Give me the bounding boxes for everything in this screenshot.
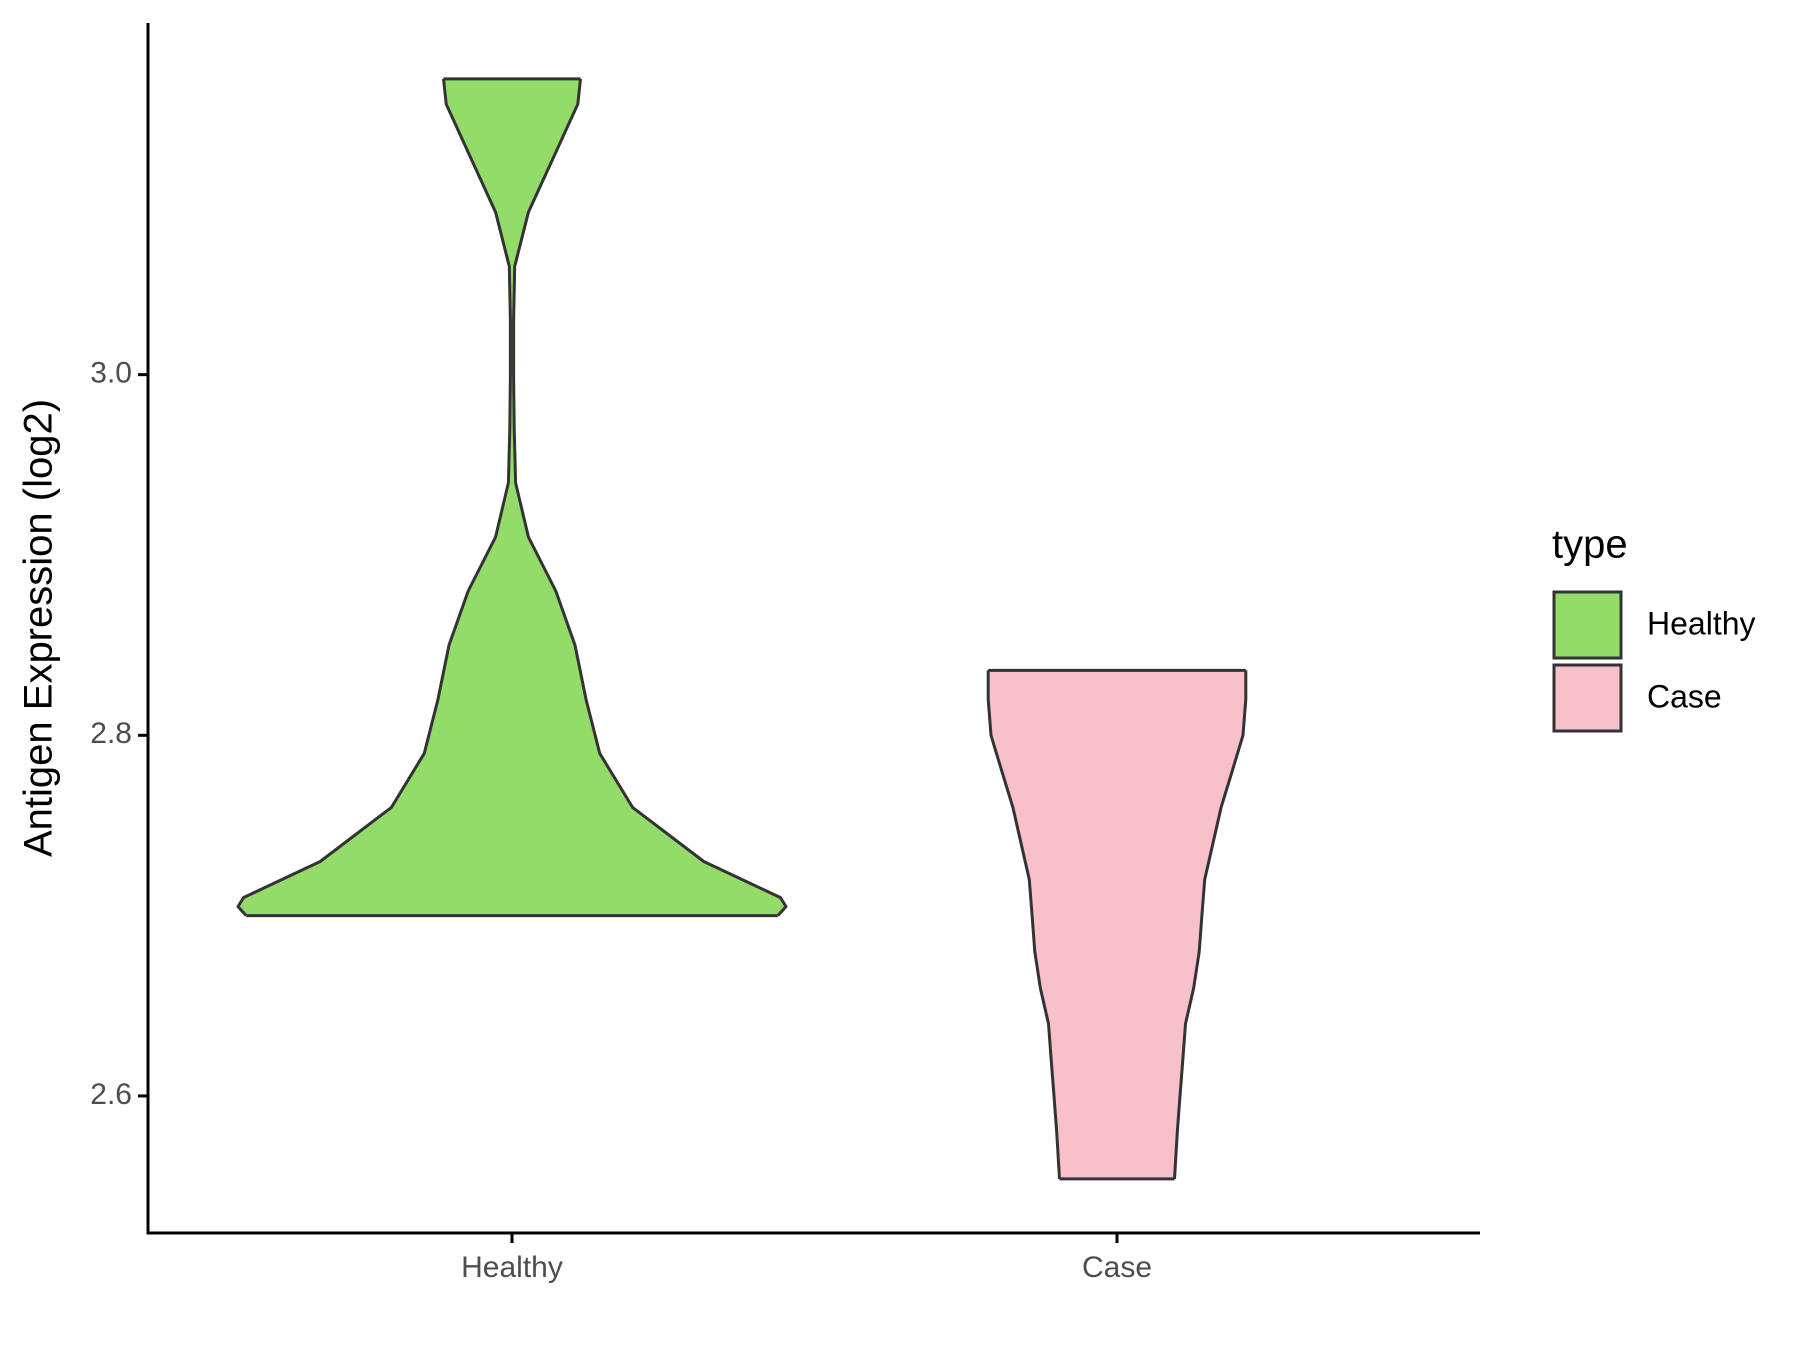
legend-label: Healthy xyxy=(1647,605,1756,641)
violin-half xyxy=(512,78,786,916)
x-tick-label: Case xyxy=(1082,1251,1152,1284)
y-axis-title: Antigen Expression (log2) xyxy=(17,399,61,857)
violin-outline xyxy=(512,78,788,917)
legend-key xyxy=(1552,590,1623,660)
y-tick-label: 2.8 xyxy=(90,717,132,750)
y-tick-label: 3.0 xyxy=(90,357,132,390)
violin-half xyxy=(1117,670,1246,1179)
violin-half xyxy=(988,670,1117,1179)
legend-label: Case xyxy=(1647,678,1722,714)
violin-outline xyxy=(986,670,1061,1179)
violin-half xyxy=(238,78,512,916)
violin-outline xyxy=(236,78,512,917)
x-tick-label: Healthy xyxy=(461,1251,563,1284)
y-tick-label: 2.6 xyxy=(90,1078,132,1111)
legend-key xyxy=(1552,663,1623,733)
legend-title: type xyxy=(1552,523,1628,567)
violin-outline xyxy=(1173,670,1248,1179)
